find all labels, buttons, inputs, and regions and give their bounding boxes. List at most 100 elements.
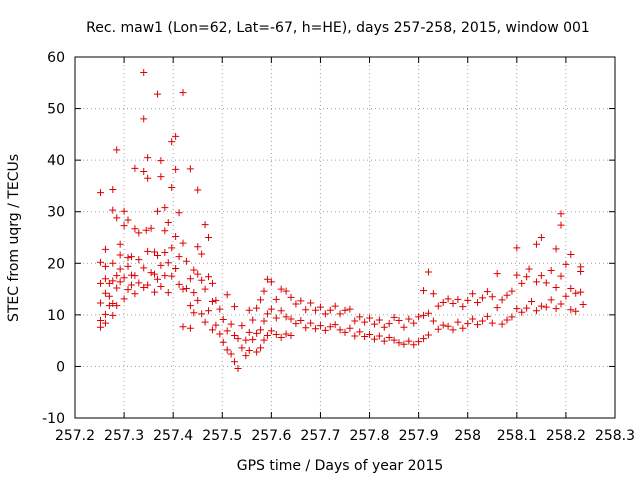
data-point bbox=[205, 234, 213, 241]
data-point bbox=[113, 302, 121, 310]
data-point bbox=[474, 298, 482, 306]
data-point bbox=[287, 293, 295, 301]
data-point bbox=[562, 292, 570, 300]
data-point bbox=[135, 256, 143, 264]
x-tick-label: 257.2 bbox=[55, 428, 95, 444]
data-point bbox=[341, 306, 349, 314]
data-point bbox=[131, 164, 139, 172]
data-point bbox=[552, 284, 560, 292]
data-points bbox=[97, 68, 587, 372]
data-point bbox=[153, 90, 161, 98]
data-point bbox=[267, 305, 275, 313]
data-point bbox=[201, 285, 209, 293]
data-point bbox=[380, 323, 388, 331]
data-point bbox=[127, 281, 135, 289]
data-point bbox=[124, 254, 132, 262]
data-point bbox=[227, 320, 235, 328]
data-point bbox=[459, 324, 467, 332]
data-point bbox=[464, 296, 472, 304]
data-point bbox=[116, 265, 124, 273]
data-point bbox=[331, 321, 339, 329]
data-point bbox=[557, 300, 565, 308]
data-point bbox=[366, 314, 374, 322]
data-point bbox=[424, 309, 432, 317]
y-axis-label: STEC from uqrg / TECUs bbox=[6, 154, 22, 322]
data-point bbox=[405, 315, 413, 323]
data-point bbox=[503, 316, 511, 324]
data-point bbox=[572, 289, 580, 297]
data-point bbox=[351, 317, 359, 325]
data-point bbox=[331, 302, 339, 310]
data-point bbox=[161, 204, 169, 212]
data-point bbox=[532, 278, 540, 286]
data-point bbox=[439, 321, 447, 329]
data-point bbox=[253, 304, 261, 312]
data-point bbox=[168, 138, 176, 146]
data-point bbox=[498, 320, 506, 328]
data-point bbox=[140, 284, 148, 292]
data-point bbox=[370, 335, 378, 343]
data-point bbox=[109, 206, 117, 214]
x-tick-label: 257.9 bbox=[399, 428, 439, 444]
data-point bbox=[97, 279, 105, 287]
data-point bbox=[198, 276, 206, 284]
data-point bbox=[97, 317, 105, 325]
data-point bbox=[231, 358, 239, 366]
data-point bbox=[234, 364, 242, 372]
data-point bbox=[361, 318, 369, 326]
data-point bbox=[219, 338, 227, 346]
data-point bbox=[120, 207, 128, 215]
data-point bbox=[144, 174, 152, 182]
data-point bbox=[253, 348, 261, 356]
data-point bbox=[109, 186, 117, 194]
data-point bbox=[420, 287, 428, 295]
data-point bbox=[231, 331, 239, 339]
data-point bbox=[242, 352, 250, 360]
data-point bbox=[557, 221, 565, 229]
data-point bbox=[297, 317, 305, 325]
data-point bbox=[434, 325, 442, 333]
data-point bbox=[449, 300, 457, 308]
data-point bbox=[307, 319, 315, 327]
data-point bbox=[552, 245, 560, 253]
data-point bbox=[175, 253, 183, 261]
data-point bbox=[208, 326, 216, 334]
grid bbox=[75, 57, 615, 418]
data-point bbox=[449, 326, 457, 334]
x-tick-label: 258.2 bbox=[546, 428, 586, 444]
data-point bbox=[297, 297, 305, 305]
data-point bbox=[537, 234, 545, 241]
data-point bbox=[282, 313, 290, 321]
data-point bbox=[201, 221, 209, 229]
data-point bbox=[223, 346, 231, 354]
data-point bbox=[395, 339, 403, 347]
data-point bbox=[97, 323, 105, 331]
data-point bbox=[153, 207, 161, 215]
data-point bbox=[478, 317, 486, 325]
y-axis-ticks: -10 0 10 20 30 40 50 60 bbox=[42, 50, 615, 427]
data-point bbox=[172, 264, 180, 272]
y-tick-label: -10 bbox=[42, 411, 65, 427]
data-point bbox=[101, 310, 109, 318]
data-point bbox=[194, 243, 202, 251]
data-point bbox=[532, 307, 540, 315]
x-tick-label: 258 bbox=[454, 428, 481, 444]
data-point bbox=[429, 317, 437, 325]
data-point bbox=[577, 263, 585, 271]
x-tick-label: 257.4 bbox=[153, 428, 193, 444]
data-point bbox=[410, 341, 418, 349]
data-point bbox=[326, 306, 334, 314]
data-point bbox=[116, 240, 124, 248]
data-point bbox=[493, 270, 501, 278]
data-point bbox=[572, 307, 580, 315]
data-point bbox=[552, 305, 560, 313]
data-point bbox=[153, 275, 161, 283]
data-point bbox=[567, 285, 575, 293]
data-point bbox=[101, 289, 109, 297]
data-point bbox=[395, 317, 403, 325]
data-point bbox=[245, 306, 253, 314]
data-point bbox=[179, 239, 187, 247]
data-point bbox=[579, 301, 587, 309]
data-point bbox=[410, 319, 418, 327]
